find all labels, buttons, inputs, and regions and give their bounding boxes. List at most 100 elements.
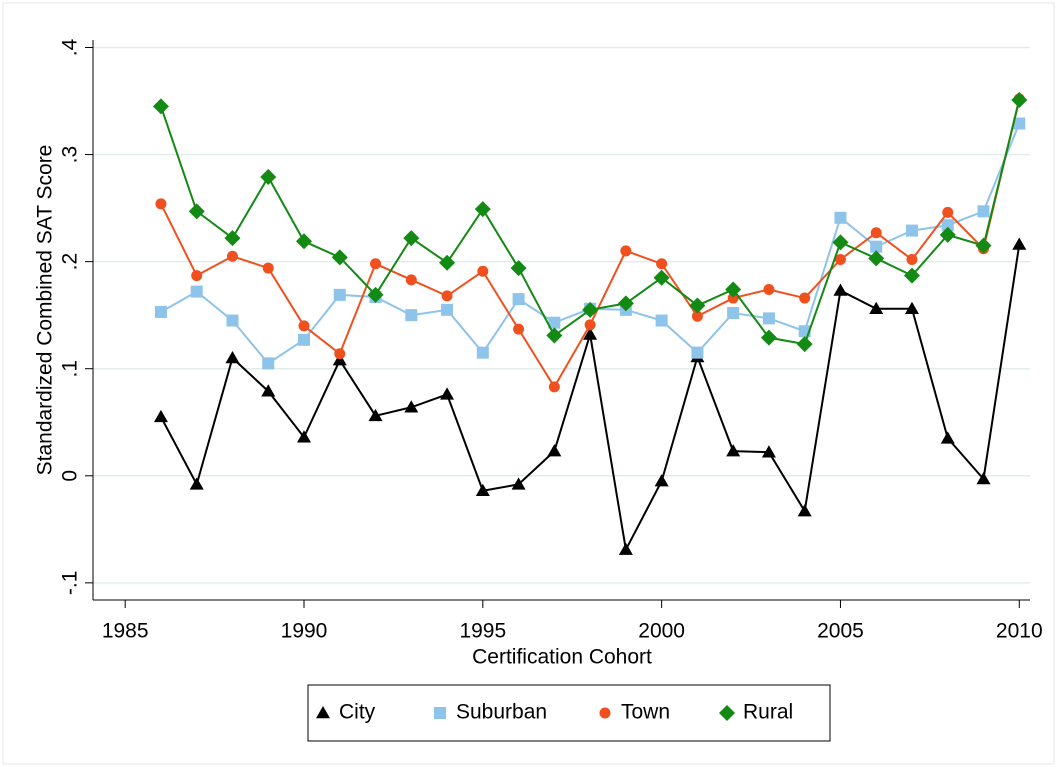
marker	[296, 233, 313, 250]
marker	[331, 249, 348, 266]
marker	[510, 260, 527, 277]
legend-marker	[434, 707, 446, 719]
marker	[976, 472, 991, 485]
marker	[617, 295, 634, 312]
legend-marker	[719, 705, 735, 721]
marker	[940, 431, 955, 444]
marker	[725, 281, 742, 298]
marker	[261, 384, 276, 397]
legend-label: City	[339, 701, 376, 724]
marker	[939, 226, 956, 243]
marker	[405, 274, 417, 286]
marker	[512, 293, 525, 306]
marker	[653, 269, 670, 286]
marker	[727, 307, 740, 320]
marker	[763, 283, 775, 295]
marker	[191, 270, 203, 282]
marker	[155, 198, 167, 210]
marker	[762, 312, 775, 325]
marker	[546, 327, 563, 344]
marker	[832, 234, 849, 251]
marker	[226, 250, 238, 262]
marker	[548, 316, 561, 329]
marker	[190, 285, 203, 298]
marker	[655, 314, 668, 327]
legend-box	[307, 684, 831, 742]
marker	[154, 305, 167, 318]
legend-marker	[599, 707, 611, 719]
x-tick-label: 1990	[281, 620, 328, 643]
marker	[262, 357, 275, 370]
marker	[904, 301, 919, 315]
marker	[761, 445, 776, 458]
marker	[689, 297, 706, 314]
marker	[333, 288, 346, 301]
marker	[441, 303, 454, 316]
marker	[942, 206, 954, 218]
marker	[153, 409, 168, 423]
y-axis-label: Standardized Combined SAT Score	[34, 145, 57, 476]
marker	[225, 351, 240, 364]
marker	[440, 387, 455, 400]
marker	[332, 353, 347, 366]
marker	[334, 348, 346, 360]
marker	[905, 224, 918, 237]
legend-marker	[316, 706, 330, 719]
y-tick-label: 0	[59, 470, 82, 482]
marker	[370, 258, 382, 270]
marker	[796, 336, 813, 353]
marker	[903, 267, 920, 284]
legend-label: Town	[621, 701, 670, 724]
marker	[477, 265, 489, 277]
marker	[441, 290, 453, 302]
marker	[1011, 91, 1028, 108]
marker	[224, 230, 241, 247]
marker	[298, 320, 310, 332]
marker	[474, 201, 491, 218]
legend-label: Rural	[743, 701, 793, 724]
marker	[760, 329, 777, 346]
y-tick-label: .3	[59, 146, 82, 164]
marker	[403, 230, 420, 247]
marker	[475, 483, 490, 497]
marker	[691, 310, 703, 322]
x-axis-label: Certification Cohort	[472, 646, 652, 669]
marker	[297, 430, 312, 443]
marker	[869, 301, 884, 315]
marker	[189, 477, 204, 490]
marker	[188, 203, 205, 220]
marker	[513, 323, 525, 335]
marker	[368, 408, 383, 422]
marker	[1012, 237, 1027, 250]
marker	[618, 542, 633, 555]
marker	[476, 346, 489, 359]
marker	[727, 292, 739, 304]
marker	[834, 211, 847, 224]
marker	[977, 205, 990, 218]
marker	[583, 327, 598, 340]
x-tick-label: 2005	[817, 620, 864, 643]
marker	[620, 245, 632, 257]
marker	[833, 283, 848, 296]
marker	[799, 292, 811, 304]
marker	[298, 333, 311, 346]
x-tick-label: 2000	[638, 620, 685, 643]
marker	[367, 286, 384, 303]
marker	[584, 319, 596, 331]
y-tick-label: .4	[59, 38, 82, 56]
marker	[405, 309, 418, 322]
marker	[726, 444, 741, 457]
marker	[511, 477, 526, 490]
x-tick-label: 1985	[102, 620, 149, 643]
marker	[691, 346, 704, 359]
y-tick-label: .2	[59, 253, 82, 271]
marker	[547, 444, 562, 457]
marker	[262, 262, 274, 274]
marker	[656, 258, 668, 270]
marker	[870, 227, 882, 239]
x-tick-label: 2010	[996, 620, 1043, 643]
marker	[404, 400, 419, 413]
x-tick-label: 1995	[459, 620, 506, 643]
